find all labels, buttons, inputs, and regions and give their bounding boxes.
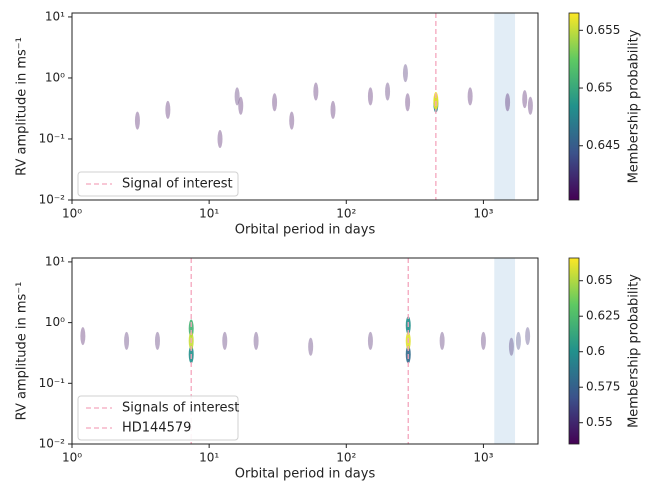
y-tick-label: 10⁻¹	[39, 131, 66, 145]
x-axis-label: Orbital period in days	[235, 467, 376, 482]
x-tick-label: 10¹	[199, 451, 219, 465]
point	[525, 327, 531, 346]
point	[508, 337, 514, 356]
colorbar-tick-label: 0.575	[586, 380, 620, 394]
y-axis-label: RV amplitude in ms⁻¹	[15, 37, 30, 176]
point	[433, 91, 439, 110]
colorbar	[568, 12, 580, 201]
point	[467, 87, 473, 106]
point	[289, 111, 295, 130]
point	[217, 129, 223, 148]
x-tick-label: 10⁰	[62, 207, 82, 221]
point	[330, 100, 336, 119]
x-axis-label: Orbital period in days	[235, 223, 376, 238]
point	[154, 331, 160, 350]
legend-label: HD144579	[122, 421, 191, 436]
point	[439, 331, 445, 350]
point	[505, 93, 511, 112]
point	[385, 82, 391, 101]
colorbar-tick-label: 0.65	[586, 81, 613, 95]
point	[253, 331, 259, 350]
point	[165, 100, 171, 119]
point	[272, 93, 278, 112]
point	[367, 331, 373, 350]
colorbar-label: Membership probability	[627, 29, 642, 183]
shaded-span	[494, 13, 516, 200]
y-tick-label: 10⁰	[45, 70, 65, 84]
y-tick-label: 10¹	[45, 9, 65, 23]
point	[238, 96, 244, 115]
point	[124, 331, 130, 350]
y-tick-label: 10¹	[45, 254, 65, 268]
colorbar-tick-label: 0.625	[586, 309, 620, 323]
y-tick-label: 10⁰	[45, 315, 65, 329]
x-tick-label: 10²	[336, 207, 356, 221]
point	[313, 82, 319, 101]
point	[308, 337, 314, 356]
x-tick-label: 10¹	[199, 207, 219, 221]
colorbar	[568, 257, 580, 445]
x-tick-label: 10³	[473, 207, 493, 221]
y-axis-label: RV amplitude in ms⁻¹	[15, 282, 30, 421]
colorbar-tick-label: 0.55	[586, 415, 613, 429]
shaded-span	[494, 258, 516, 444]
legend-box	[77, 171, 239, 197]
point	[222, 331, 228, 350]
point	[480, 331, 486, 350]
point	[134, 111, 140, 130]
point	[522, 90, 528, 109]
legend-box	[77, 395, 239, 441]
colorbar-tick-label: 0.65	[586, 273, 613, 287]
plot-frame	[71, 12, 539, 201]
point	[234, 87, 240, 106]
y-tick-label: 10⁻¹	[39, 376, 66, 390]
x-tick-label: 10²	[336, 451, 356, 465]
point	[405, 93, 411, 112]
colorbar-tick-label: 0.645	[586, 138, 620, 152]
colorbar-tick-label: 0.6	[586, 344, 605, 358]
plot-frame	[71, 257, 539, 445]
point	[402, 64, 408, 83]
point	[188, 319, 194, 338]
legend-label: Signals of interest	[122, 401, 239, 416]
point	[80, 327, 86, 346]
colorbar-tick-label: 0.655	[586, 23, 620, 37]
point	[515, 331, 521, 350]
y-tick-label: 10⁻²	[39, 193, 66, 207]
point	[527, 96, 533, 115]
point	[367, 87, 373, 106]
colorbar-label: Membership probability	[627, 274, 642, 428]
x-tick-label: 10³	[473, 451, 493, 465]
x-tick-label: 10⁰	[62, 451, 82, 465]
y-tick-label: 10⁻²	[39, 437, 66, 451]
legend-label: Signal of interest	[122, 177, 233, 192]
